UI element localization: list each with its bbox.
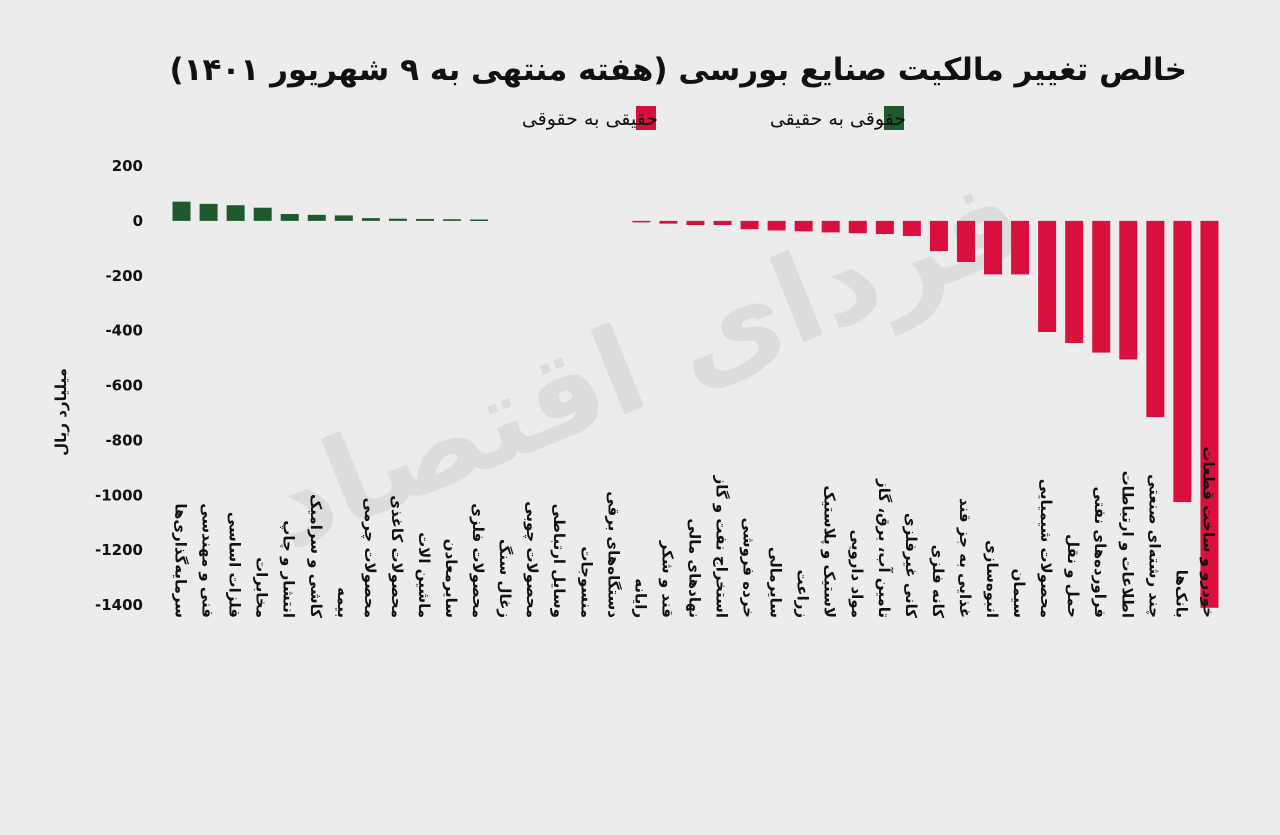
x-tick-label: سیمان: [1010, 569, 1028, 618]
bar: [1092, 220, 1111, 353]
bar: [1065, 220, 1084, 343]
bar: [199, 203, 218, 221]
x-tick-label: کانی غیرفلزی: [902, 513, 920, 618]
x-tick-label: سایرمعادن: [442, 539, 460, 618]
y-axis-ticks: 200 0 -200 -400 -600 -800 -1000 -1200 -1400: [95, 157, 143, 614]
x-tick-label: محصولات چرمی: [360, 498, 379, 618]
bar: [226, 205, 245, 221]
x-tick-label: لاستیک و پلاستیک: [820, 485, 839, 618]
bar: [307, 214, 326, 221]
x-tick-label: فلزات اساسی: [226, 512, 244, 618]
bar: [280, 214, 299, 221]
x-tick-label: بانک‌ها: [1172, 570, 1190, 618]
x-tick-label: محصولات فلزی: [469, 503, 487, 618]
y-tick-label: -400: [105, 322, 143, 340]
bar: [361, 218, 380, 221]
bar: [875, 220, 894, 235]
bar: [1173, 220, 1192, 503]
x-tick-label: کاشی و سرامیک: [307, 494, 325, 618]
x-tick-label: رایانه: [631, 578, 649, 618]
y-tick-label: 0: [133, 212, 143, 230]
x-tick-label: زغال سنگ: [496, 539, 514, 618]
x-tick-label: تامین آب، برق، گاز: [875, 478, 893, 618]
x-tick-label: بیمه: [334, 587, 352, 618]
bar: [794, 220, 813, 232]
x-tick-label: کانه فلزی: [929, 545, 947, 619]
bar: [1038, 220, 1057, 332]
bar: [740, 220, 759, 230]
chart-title: خالص تغییر مالکیت صنایع بورسی (هفته منته…: [169, 52, 1187, 88]
x-tick-label: محصولات شیمیایی: [1037, 479, 1055, 618]
bar: [334, 215, 353, 221]
x-tick-label: سرمایه‌گذاری‌ها: [172, 503, 190, 618]
y-axis-label: میلیارد ریال: [52, 368, 70, 456]
bar: [929, 220, 948, 252]
bar: [902, 220, 921, 236]
x-tick-label: محصولات چوبی: [522, 501, 541, 618]
bar: [632, 220, 651, 223]
x-tick-label: زراعت: [794, 569, 812, 618]
bar: [956, 220, 975, 263]
x-tick-label: نهادهای مالی: [685, 518, 703, 618]
x-tick-label: منسوجات: [577, 546, 595, 618]
bar: [1200, 220, 1219, 608]
bar: [1011, 220, 1030, 275]
legend-label-negative: حقیقی به حقوقی: [522, 108, 658, 130]
x-tick-label: فراورده‌های نفتی: [1091, 486, 1109, 618]
x-tick-label: خرده فروشی: [740, 518, 758, 618]
x-tick-label: انتشار و چاپ: [279, 520, 298, 618]
x-tick-label: استخراج نفت و گاز: [713, 475, 731, 618]
x-tick-label: دستگاه‌های برقی: [604, 491, 622, 618]
bar: [686, 220, 705, 225]
bar: [172, 201, 191, 221]
x-tick-label: سایرمالی: [767, 547, 785, 618]
x-tick-label: چند رشته‌ای صنعتی: [1144, 474, 1163, 618]
x-tick-label: غذایی به جز قند: [956, 498, 974, 618]
bar: [253, 207, 272, 221]
x-tick-label: اطلاعات و ارتباطات: [1118, 471, 1136, 618]
y-tick-label: 200: [112, 157, 143, 175]
x-tick-label: مخابرات: [253, 557, 271, 618]
bar: [713, 220, 732, 225]
bar: [1119, 220, 1138, 360]
bar: [1146, 220, 1165, 418]
category-labels: سرمایه‌گذاری‌ها فنی و مهندسی فلزات اساسی مخ…: [172, 446, 1218, 618]
bar: [848, 220, 867, 234]
legend: حقوقی به حقیقی حقیقی به حقوقی: [522, 106, 906, 130]
bar-series: [172, 201, 1219, 608]
y-tick-label: -1000: [95, 486, 143, 504]
bar: [821, 220, 840, 233]
bar: [767, 220, 786, 231]
x-tick-label: ماشین الات: [415, 532, 433, 618]
x-tick-label: قند و شکر: [658, 540, 676, 618]
x-tick-label: فنی و مهندسی: [199, 503, 217, 618]
y-tick-label: -1200: [95, 541, 143, 559]
bar: [388, 218, 407, 221]
legend-swatch-positive: [884, 106, 904, 130]
y-tick-label: -200: [105, 267, 143, 285]
x-tick-label: مواد دارویی: [848, 530, 866, 618]
bar: [470, 219, 489, 221]
x-tick-label: وسایل ارتباطی: [550, 504, 568, 618]
y-tick-label: -800: [105, 431, 143, 449]
x-tick-label: حمل و نقل: [1064, 534, 1082, 618]
x-tick-label: انبوه‌سازی: [983, 540, 1001, 618]
legend-swatch-negative: [636, 106, 656, 130]
bar: [443, 219, 462, 221]
x-tick-label: محصولات کاغذی: [388, 495, 406, 618]
bar: [984, 220, 1003, 275]
y-tick-label: -1400: [95, 596, 143, 614]
y-tick-label: -600: [105, 377, 143, 395]
legend-label-positive: حقوقی به حقیقی: [770, 108, 906, 130]
bar: [415, 218, 434, 221]
bar: [659, 220, 678, 224]
x-tick-label: خودرو و ساخت قطعات: [1199, 446, 1217, 618]
